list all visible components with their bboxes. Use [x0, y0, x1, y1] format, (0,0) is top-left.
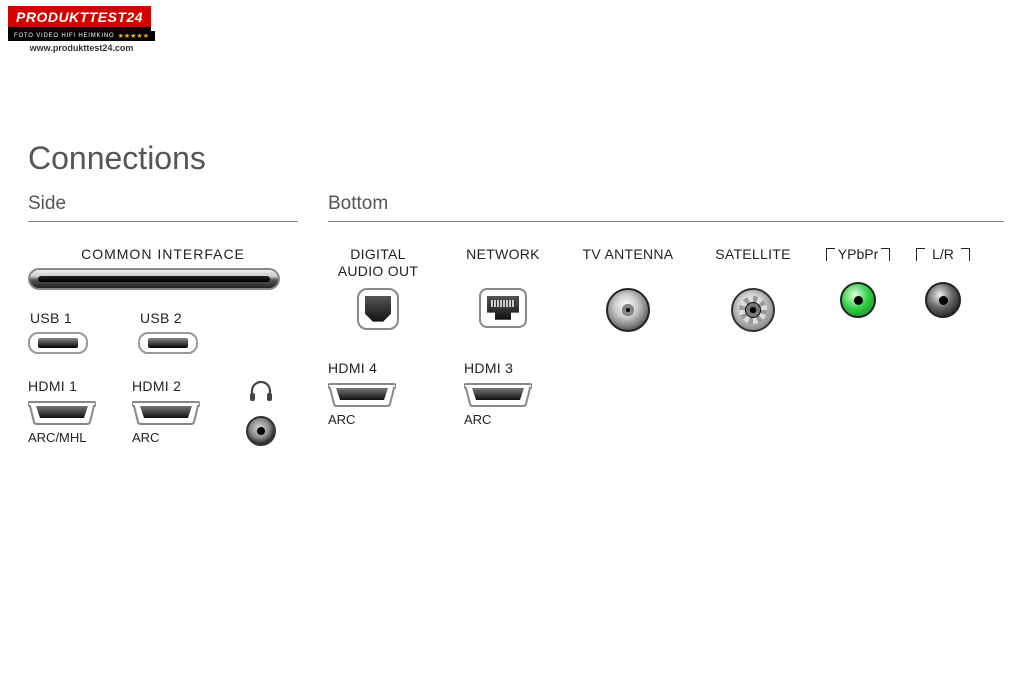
hdmi2-block: HDMI 2 ARC	[132, 378, 212, 445]
usb1-label: USB 1	[28, 310, 98, 326]
ypbpr-label: YPbPr	[828, 246, 888, 262]
hdmi4-block: HDMI 4 ARC	[328, 360, 428, 427]
watermark-sub: FOTO VIDEO HIFI HEIMKINO ★★★★★	[8, 31, 155, 41]
f-connector-port-icon	[731, 288, 775, 332]
bottom-column: Bottom DIGITAL AUDIO OUT NETWORK TV ANTE…	[328, 193, 1004, 446]
lr-audio-block: L/R	[918, 246, 968, 318]
side-column: Side COMMON INTERFACE USB 1 USB 2 HDMI 1	[28, 193, 298, 446]
tv-antenna-label: TV ANTENNA	[578, 246, 678, 263]
hdmi1-label: HDMI 1	[28, 378, 108, 394]
usb-port-icon	[28, 332, 88, 354]
rca-green-port-icon	[840, 282, 876, 318]
hdmi3-block: HDMI 3 ARC	[464, 360, 564, 427]
lr-label: L/R	[918, 246, 968, 262]
hdmi-port-icon	[132, 400, 200, 426]
common-interface-block: COMMON INTERFACE	[28, 246, 298, 290]
tv-antenna-block: TV ANTENNA	[578, 246, 678, 332]
watermark-brand: PRODUKTTEST24	[8, 6, 151, 31]
hdmi1-sublabel: ARC/MHL	[28, 430, 108, 445]
rca-black-port-icon	[925, 282, 961, 318]
headphones-icon	[236, 378, 286, 408]
hdmi4-label: HDMI 4	[328, 360, 428, 376]
usb1-block: USB 1	[28, 310, 98, 354]
hdmi-port-icon	[28, 400, 96, 426]
rj45-port-icon	[479, 288, 527, 328]
usb-port-icon	[138, 332, 198, 354]
hdmi2-label: HDMI 2	[132, 378, 212, 394]
hdmi2-sublabel: ARC	[132, 430, 212, 445]
usb2-label: USB 2	[138, 310, 208, 326]
hdmi-port-icon	[328, 382, 396, 408]
watermark-url: www.produkttest24.com	[8, 43, 155, 53]
satellite-label: SATELLITE	[708, 246, 798, 263]
watermark: PRODUKTTEST24 FOTO VIDEO HIFI HEIMKINO ★…	[8, 6, 168, 53]
network-label: NETWORK	[458, 246, 548, 263]
ypbpr-block: YPbPr	[828, 246, 888, 318]
hdmi4-sublabel: ARC	[328, 412, 428, 427]
hdmi3-sublabel: ARC	[464, 412, 564, 427]
usb2-block: USB 2	[138, 310, 208, 354]
diagram: Connections Side COMMON INTERFACE USB 1 …	[28, 140, 1004, 446]
hdmi3-label: HDMI 3	[464, 360, 564, 376]
headphone-jack-icon	[246, 416, 276, 446]
watermark-subtext: FOTO VIDEO HIFI HEIMKINO	[14, 33, 114, 39]
hdmi-port-icon	[464, 382, 532, 408]
digital-audio-block: DIGITAL AUDIO OUT	[328, 246, 428, 330]
page-title: Connections	[28, 140, 1004, 177]
digital-audio-label: DIGITAL AUDIO OUT	[328, 246, 428, 280]
headphone-block	[236, 378, 286, 446]
coax-port-icon	[606, 288, 650, 332]
toslink-port-icon	[357, 288, 399, 330]
satellite-block: SATELLITE	[708, 246, 798, 332]
common-interface-label: COMMON INTERFACE	[28, 246, 298, 262]
hdmi1-block: HDMI 1 ARC/MHL	[28, 378, 108, 445]
common-interface-slot-icon	[28, 268, 280, 290]
network-block: NETWORK	[458, 246, 548, 328]
watermark-stars: ★★★★★	[118, 32, 149, 40]
bottom-heading: Bottom	[328, 193, 1004, 222]
side-heading: Side	[28, 193, 298, 222]
